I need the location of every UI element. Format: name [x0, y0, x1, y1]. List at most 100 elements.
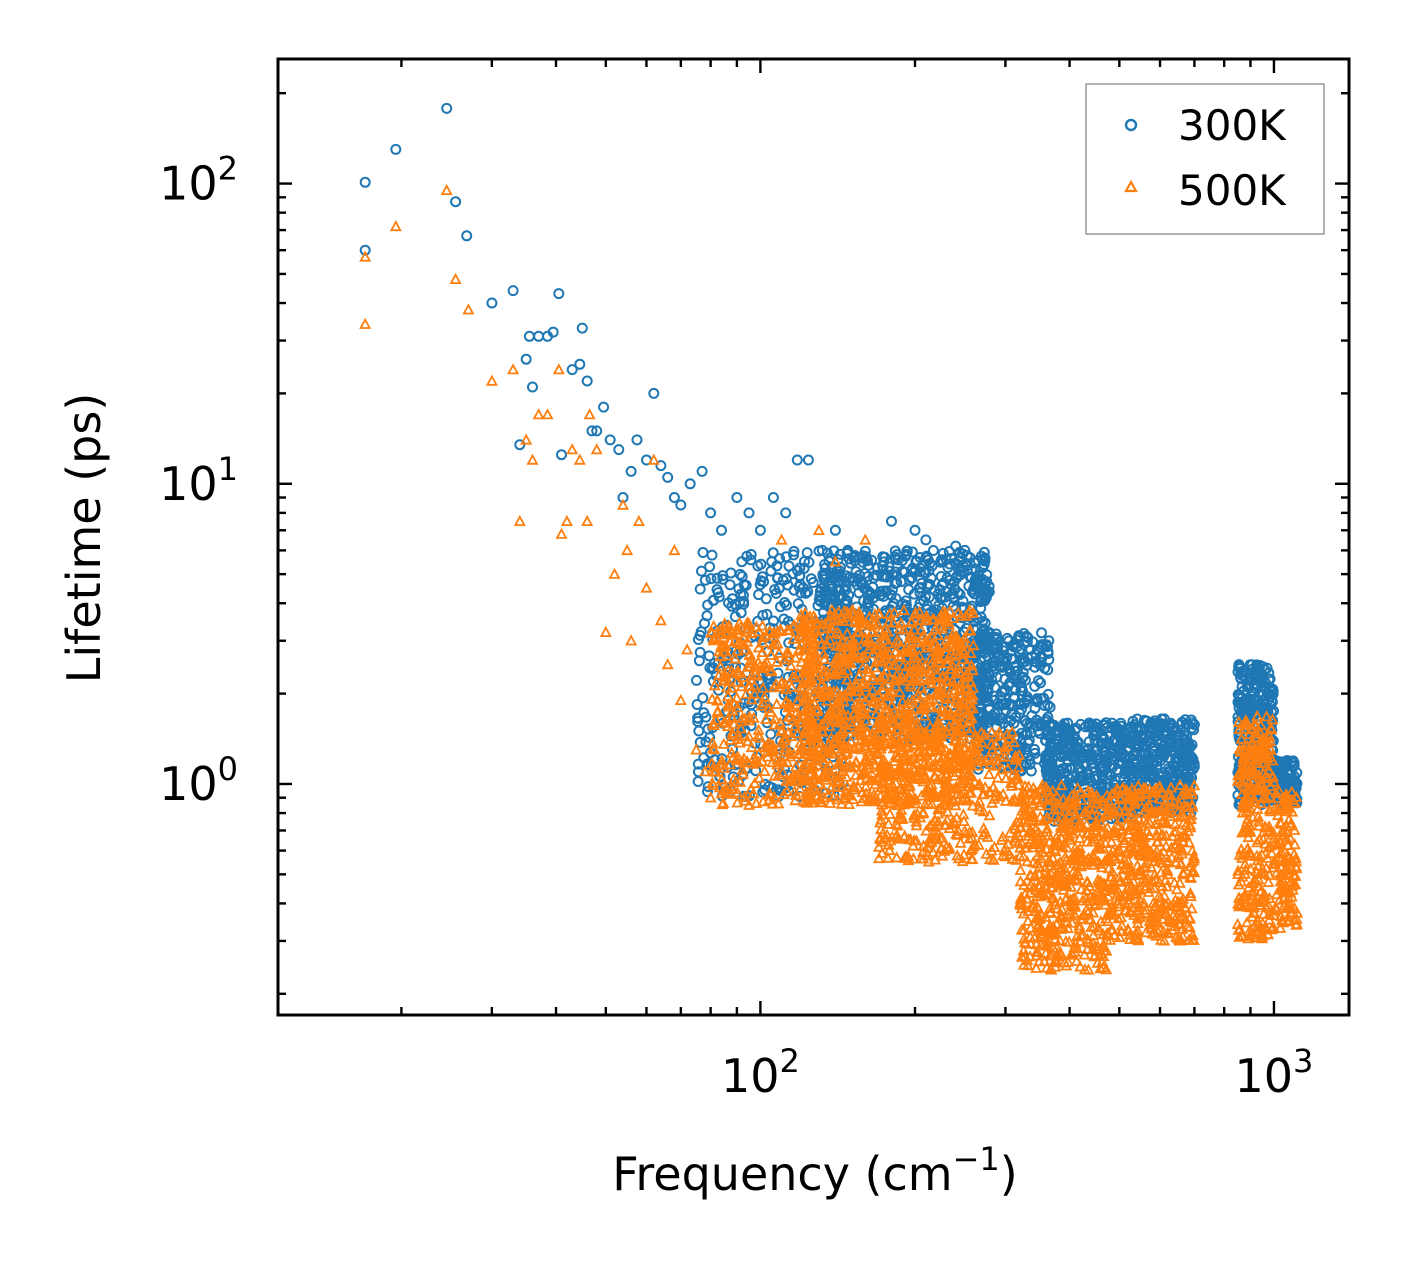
data-point-300k [1029, 747, 1041, 759]
data-point-500k [690, 743, 703, 755]
data-point-500k [777, 756, 790, 768]
data-point-300k [1062, 769, 1074, 781]
data-point-500k [724, 700, 737, 712]
data-point-300k [875, 586, 886, 597]
data-point-500k [513, 514, 526, 526]
data-point-300k [730, 599, 742, 611]
data-point-300k [556, 449, 567, 461]
data-point-500k [738, 643, 752, 655]
data-point-300k [1259, 693, 1271, 705]
data-point-300k [1036, 627, 1047, 639]
data-point-500k [956, 652, 969, 664]
data-point-300k [705, 507, 717, 519]
data-point-500k [771, 637, 784, 649]
data-point-300k [881, 571, 893, 583]
data-point-500k [783, 773, 796, 785]
data-point-300k [975, 550, 987, 562]
data-point-300k [1025, 765, 1037, 777]
data-point-300k [724, 579, 736, 591]
data-point-500k [581, 514, 594, 526]
data-point-300k [733, 583, 745, 595]
data-point-300k [901, 545, 913, 557]
data-point-300k [818, 580, 830, 592]
data-point-500k [866, 683, 879, 695]
data-point-300k [705, 573, 717, 585]
data-point-300k [1042, 688, 1054, 700]
data-point-500k [743, 714, 756, 726]
data-point-500k [752, 747, 766, 759]
data-point-500k [647, 453, 660, 465]
data-point-300k [707, 594, 719, 606]
data-point-500k [805, 753, 818, 765]
data-point-500k [731, 750, 744, 762]
data-point-500k [931, 773, 944, 785]
data-point-500k [552, 363, 565, 375]
data-point-500k [744, 660, 757, 672]
data-point-500k [740, 687, 753, 699]
data-point-500k [770, 678, 783, 690]
data-point-300k [834, 584, 845, 596]
data-point-300k [853, 587, 865, 599]
data-point-300k [507, 285, 519, 297]
data-point-500k [707, 634, 720, 646]
data-point-300k [1015, 685, 1027, 697]
data-point-500k [814, 737, 827, 749]
data-point-500k [860, 772, 873, 784]
data-point-500k [768, 718, 781, 730]
data-point-500k [859, 533, 872, 545]
data-point-300k [520, 353, 532, 365]
data-point-500k [829, 555, 842, 567]
data-point-500k [715, 773, 728, 785]
data-point-500k [846, 603, 859, 615]
data-point-500k [737, 671, 750, 683]
data-point-500k [707, 778, 720, 790]
data-point-300k [772, 572, 784, 584]
data-point-300k [774, 553, 786, 565]
data-point-300k [441, 102, 453, 114]
data-point-300k [684, 478, 696, 490]
data-point-300k [800, 587, 812, 599]
data-point-300k [1001, 652, 1013, 663]
data-point-300k [1261, 662, 1273, 674]
data-point-500k [738, 790, 751, 802]
data-point-300k [757, 609, 769, 621]
data-point-300k [1024, 718, 1036, 729]
data-point-300k [527, 381, 538, 393]
data-point-300k [886, 584, 898, 596]
data-point-300k [1149, 745, 1160, 757]
data-point-500k [729, 652, 742, 664]
data-point-300k [1070, 722, 1082, 734]
data-point-500k [735, 680, 748, 692]
data-point-300k [959, 626, 971, 638]
data-point-300k [533, 330, 545, 342]
data-point-500k [821, 694, 834, 706]
data-point-500k [541, 408, 554, 420]
data-point-300k [692, 712, 704, 724]
data-point-300k [712, 587, 724, 599]
data-point-300k [1265, 685, 1277, 697]
data-point-300k [767, 492, 779, 503]
data-point-500k [757, 795, 770, 807]
data-point-300k [879, 551, 891, 563]
data-point-500k [862, 745, 875, 757]
data-point-300k [754, 524, 766, 536]
data-point-500k [706, 736, 719, 748]
data-point-300k [1009, 692, 1021, 704]
data-point-300k [1015, 703, 1027, 715]
data-point-300k [717, 573, 729, 585]
data-point-500k [775, 736, 788, 748]
data-point-500k [389, 220, 402, 232]
data-point-300k [1163, 752, 1175, 764]
data-point-300k [604, 434, 616, 446]
data-point-500k [831, 793, 844, 805]
data-point-300k [1096, 760, 1108, 772]
data-point-300k [1041, 641, 1053, 653]
data-point-500k [784, 710, 797, 722]
data-point-300k [735, 607, 747, 619]
data-point-300k [581, 375, 593, 387]
data-point-500k [730, 691, 743, 703]
data-point-300k [1022, 737, 1034, 749]
data-point-300k [553, 288, 565, 300]
data-point-300k [769, 584, 781, 596]
data-point-300k [1181, 774, 1193, 786]
